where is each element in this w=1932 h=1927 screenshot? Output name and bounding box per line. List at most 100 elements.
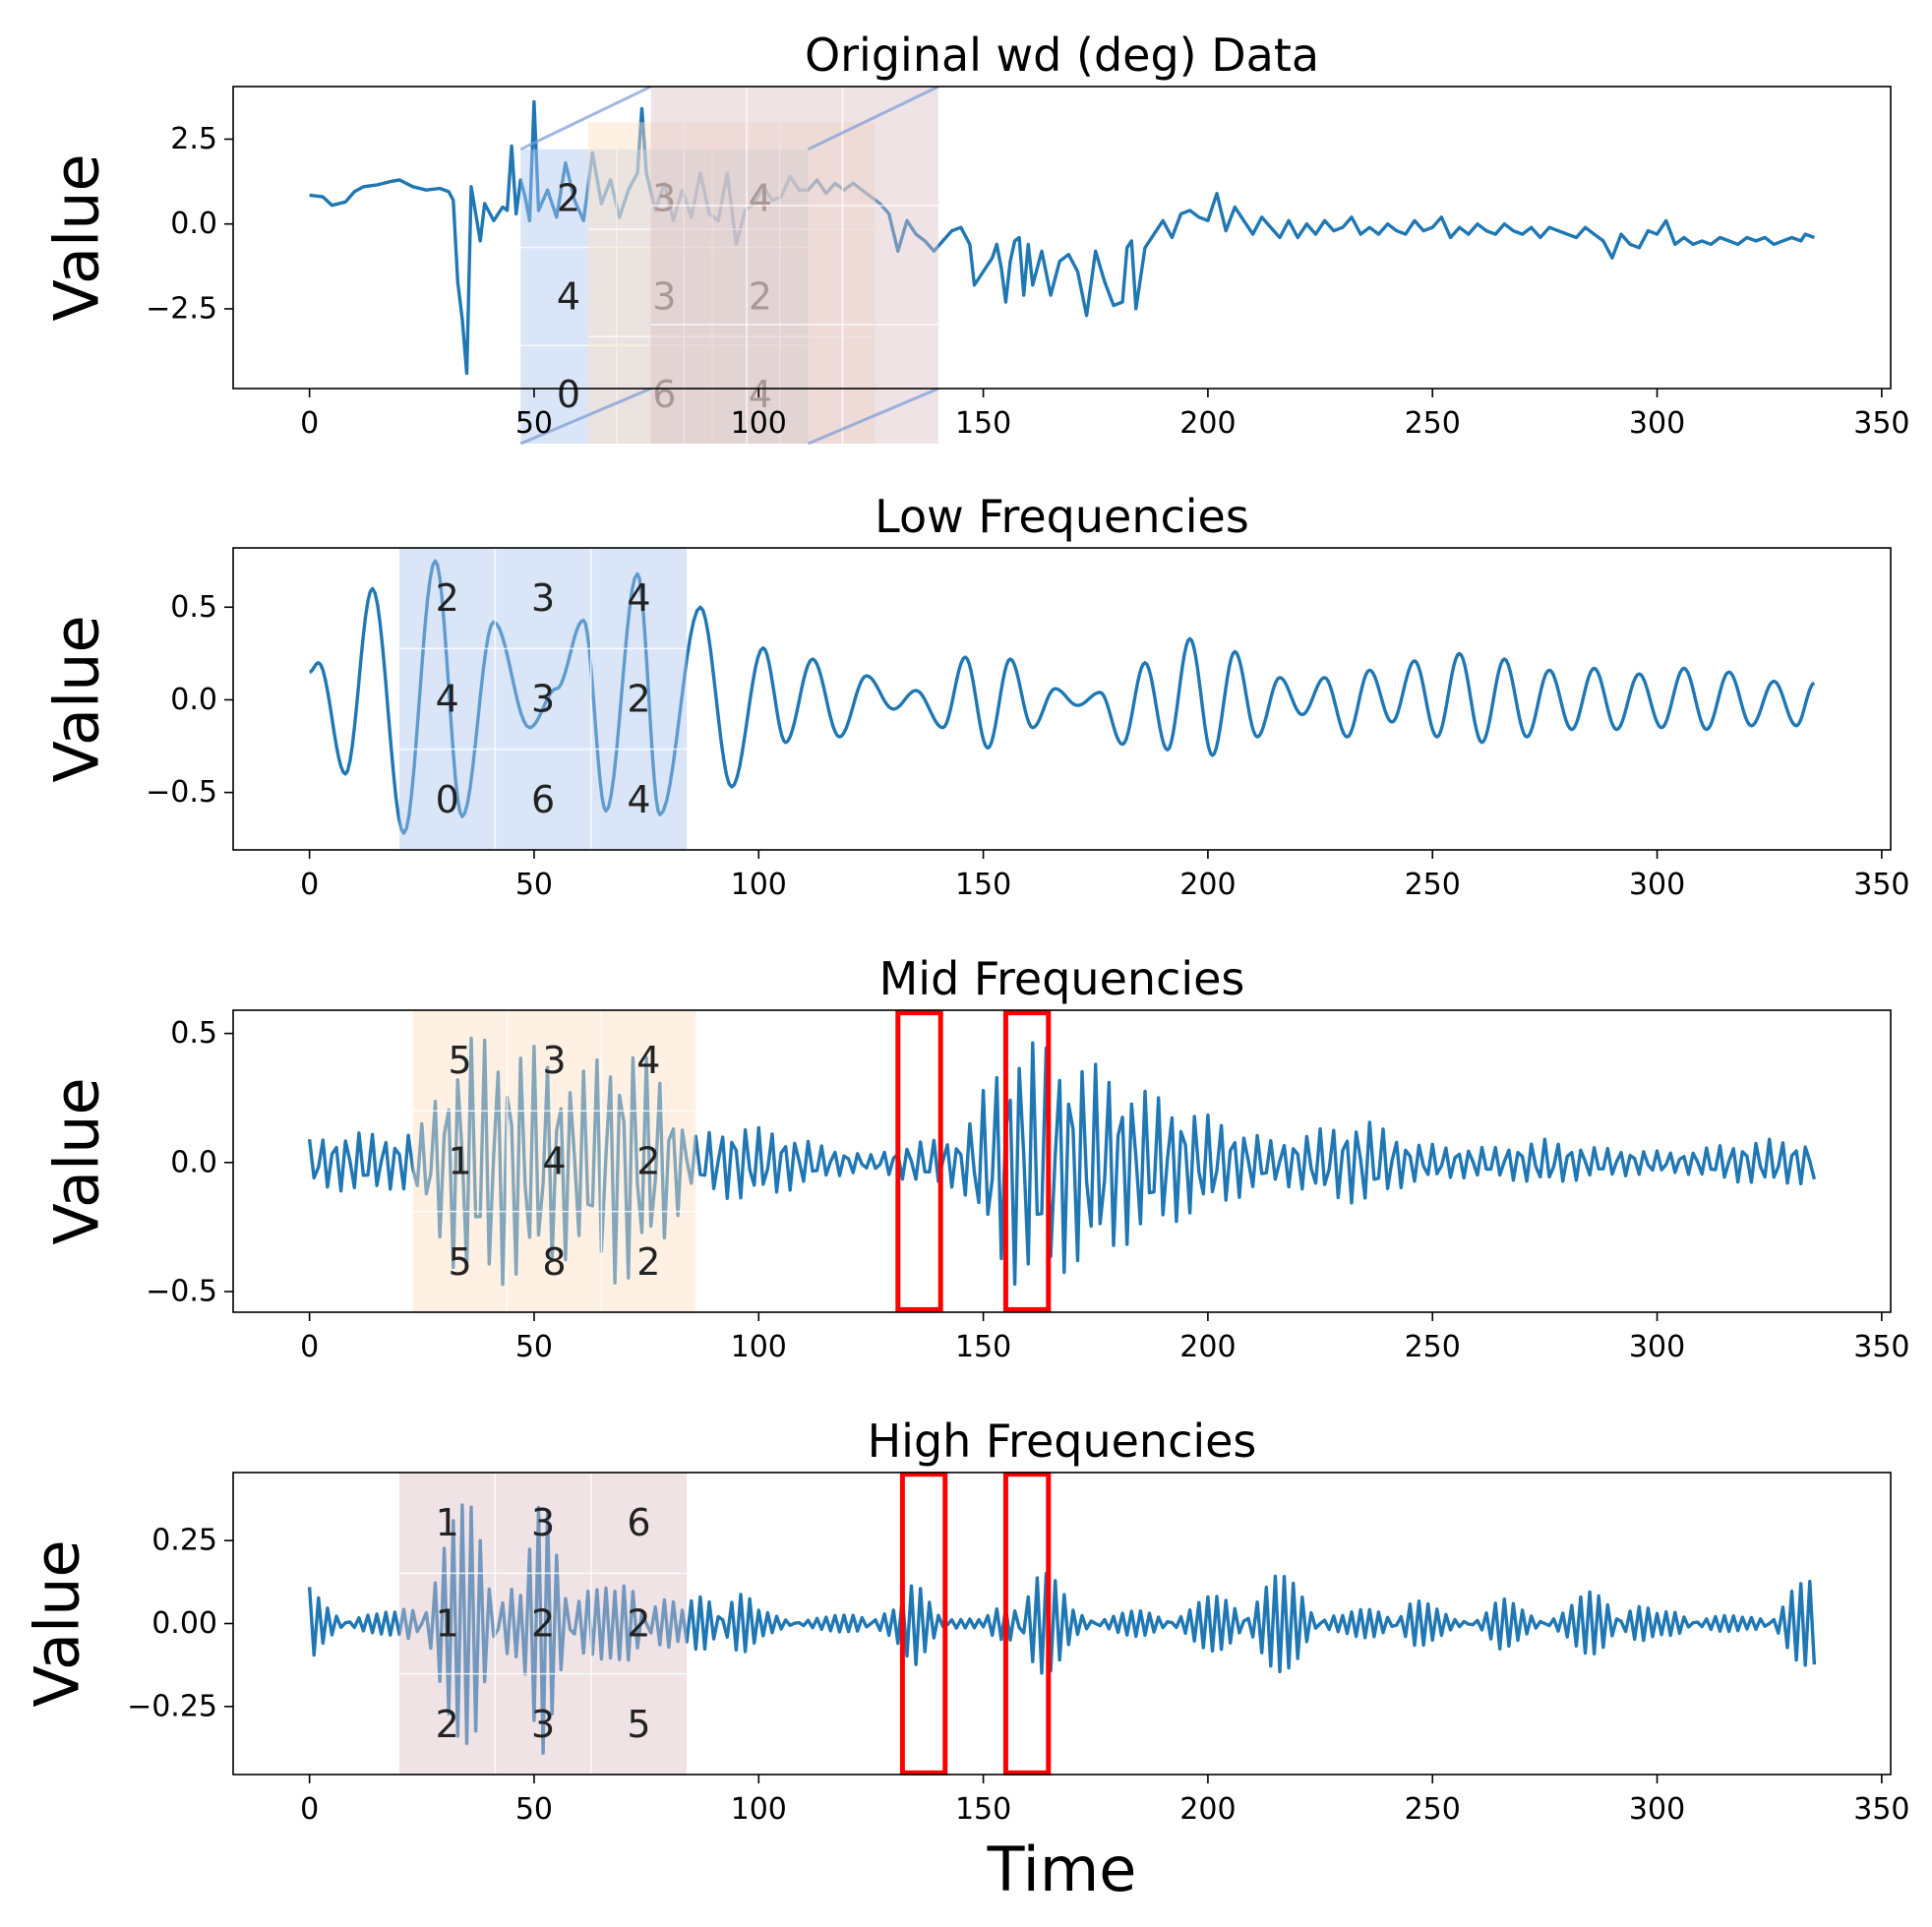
- x-tick-label: 250: [1405, 1330, 1461, 1364]
- overlay-number: 3: [531, 576, 555, 620]
- overlay-number: 5: [627, 1703, 650, 1746]
- x-tick-label: 100: [731, 1792, 787, 1827]
- perspective-line: [519, 85, 652, 151]
- x-tick-label: 50: [515, 406, 553, 441]
- overlay-number: 4: [557, 274, 580, 318]
- overlay-number: 3: [652, 177, 676, 220]
- overlay-number: 4: [749, 373, 772, 416]
- overlay-number: 3: [542, 1039, 566, 1082]
- overlay-number: 3: [652, 274, 676, 318]
- overlay-number: 4: [627, 778, 650, 821]
- x-tick-label: 300: [1629, 868, 1685, 902]
- overlay-number: 1: [449, 1140, 472, 1183]
- x-tick-label: 50: [515, 868, 553, 902]
- y-tick-label: 0.5: [170, 590, 217, 625]
- y-axis-label: Value: [22, 1539, 93, 1707]
- x-tick-label: 50: [515, 1330, 553, 1364]
- highlight-box: [1002, 1010, 1052, 1312]
- x-tick-label: 100: [731, 868, 787, 902]
- x-tick-label: 200: [1179, 868, 1236, 902]
- x-tick-label: 350: [1853, 406, 1909, 441]
- overlay-number: 2: [436, 1703, 459, 1746]
- x-axis-label: Time: [987, 1834, 1137, 1905]
- overlay-number: 3: [531, 1501, 555, 1544]
- overlay-number: 5: [449, 1240, 472, 1284]
- x-tick-label: 150: [955, 868, 1011, 902]
- overlay-number: 5: [449, 1039, 472, 1082]
- x-tick-label: 300: [1629, 1792, 1685, 1827]
- x-tick-label: 350: [1853, 868, 1909, 902]
- perspective-line: [519, 387, 652, 446]
- x-tick-label: 150: [955, 1330, 1011, 1364]
- overlay-number: 6: [531, 778, 555, 821]
- x-tick-label: 350: [1853, 1792, 1909, 1827]
- overlay-number: 4: [749, 177, 772, 220]
- series-line: [307, 1503, 1817, 1755]
- y-axis-label: Value: [41, 615, 113, 782]
- x-tick-label: 250: [1405, 868, 1461, 902]
- overlay-number: 6: [652, 373, 676, 416]
- subplot-title: Mid Frequencies: [879, 952, 1245, 1005]
- overlay-panel: 5 3 4 1 4 2 5 8 2: [412, 1010, 696, 1312]
- overlay-number: 2: [636, 1140, 660, 1183]
- x-tick-label: 100: [731, 1330, 787, 1364]
- overlay-number: 2: [636, 1240, 660, 1284]
- y-tick-label: −2.5: [146, 291, 217, 326]
- axes-frame: [232, 1009, 1892, 1313]
- x-tick-label: 250: [1405, 1792, 1461, 1827]
- overlay-number: 2: [749, 274, 772, 318]
- perspective-line: [807, 85, 939, 151]
- overlay-panel: [587, 122, 875, 444]
- x-tick-label: 200: [1179, 406, 1236, 441]
- x-tick-label: 50: [515, 1792, 553, 1827]
- overlay-number: 2: [557, 177, 580, 220]
- subplot-2: Low Frequencies Value 2 3 4 4 3 2 0 6 4 0 50 100 150 20…: [41, 490, 1910, 902]
- perspective-line: [807, 387, 939, 446]
- overlay-panel: 1 3 6 1 2 2 2 3 5: [398, 1473, 688, 1775]
- overlay-number: 0: [436, 778, 459, 821]
- overlay-number: 2: [627, 1602, 650, 1646]
- overlay-panel: 2 3 4 4 3 2 0 6 4: [520, 149, 809, 444]
- subplot-title: Original wd (deg) Data: [805, 29, 1319, 82]
- axes-frame: [232, 86, 1892, 390]
- x-tick-label: 0: [300, 868, 319, 902]
- y-tick-label: 0.0: [170, 683, 217, 717]
- x-tick-label: 100: [731, 406, 787, 441]
- overlay-number: 6: [627, 1501, 650, 1544]
- highlight-box: [1002, 1472, 1052, 1776]
- overlay-panel: 2 3 4 4 3 2 0 6 4: [398, 548, 688, 850]
- overlay-number: 2: [627, 678, 650, 721]
- overlay-number: 4: [627, 576, 650, 620]
- x-tick-label: 0: [300, 406, 319, 441]
- series-line: [307, 1036, 1817, 1287]
- overlay-panel-bg: [398, 1473, 688, 1775]
- overlay-number: 8: [542, 1240, 566, 1284]
- subplot-title: Low Frequencies: [875, 490, 1249, 543]
- x-tick-label: 300: [1629, 406, 1685, 441]
- axes-frame: [232, 547, 1892, 851]
- overlay-number: 1: [436, 1602, 459, 1646]
- y-tick-label: −0.5: [146, 775, 217, 810]
- y-tick-label: 0.5: [170, 1016, 217, 1051]
- y-tick-label: 0.25: [151, 1524, 217, 1558]
- overlay-number: 3: [531, 678, 555, 721]
- x-tick-label: 300: [1629, 1330, 1685, 1364]
- overlay-panel: [650, 87, 938, 444]
- overlay-panel-bg: [587, 122, 875, 444]
- highlight-box: [895, 1010, 943, 1312]
- subplot-title: High Frequencies: [868, 1415, 1257, 1468]
- x-tick-label: 200: [1179, 1330, 1236, 1364]
- overlay-number: 3: [531, 1703, 555, 1746]
- overlay-number: 2: [436, 576, 459, 620]
- overlay-number: 1: [436, 1501, 459, 1544]
- y-tick-label: 0.0: [170, 1145, 217, 1179]
- overlay-panel-bg: [650, 87, 938, 444]
- y-axis-label: Value: [41, 153, 113, 321]
- x-tick-label: 150: [955, 406, 1011, 441]
- x-tick-label: 0: [300, 1792, 319, 1827]
- overlay-number: 0: [557, 373, 580, 416]
- y-tick-label: −0.25: [127, 1689, 217, 1723]
- overlay-panel-bg: [520, 149, 809, 444]
